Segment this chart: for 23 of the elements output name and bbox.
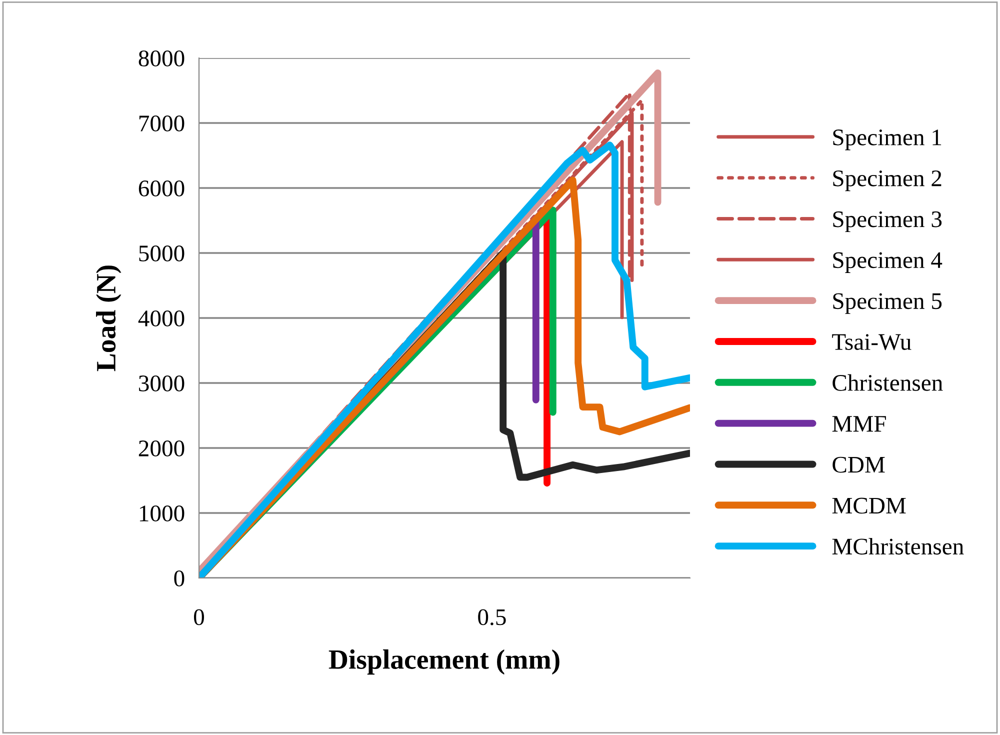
y-tick-label: 6000 — [138, 180, 184, 196]
legend-label: Specimen 1 — [833, 130, 942, 150]
y-tick-label: 1000 — [140, 505, 184, 522]
y-axis-title: Load (N) — [96, 266, 122, 372]
legend-label: MCDM — [832, 498, 906, 514]
legend-label: Christensen — [832, 374, 943, 391]
y-tick-label: 3000 — [139, 375, 184, 392]
legend-label: Specimen 3 — [833, 211, 942, 232]
legend-label: MChristensen — [832, 538, 964, 555]
legend-label: Specimen 4 — [833, 252, 942, 273]
y-tick-label: 8000 — [138, 50, 184, 66]
x-tick-label: 0.5 — [478, 609, 506, 626]
legend-label: Specimen 5 — [833, 293, 942, 314]
y-tick-label: 2000 — [138, 440, 184, 456]
y-tick-label: 7000 — [139, 115, 184, 132]
y-tick-label: 0 — [174, 570, 184, 586]
y-tick-label: 4000 — [138, 310, 184, 326]
x-axis-title: Displacement (mm) — [328, 649, 560, 675]
legend-label: Specimen 2 — [833, 170, 942, 192]
y-tick-label: 5000 — [139, 245, 184, 262]
legend-label: CDM — [832, 456, 885, 473]
legend-label: MMF — [832, 416, 886, 432]
legend-label: Tsai-Wu — [832, 334, 912, 350]
